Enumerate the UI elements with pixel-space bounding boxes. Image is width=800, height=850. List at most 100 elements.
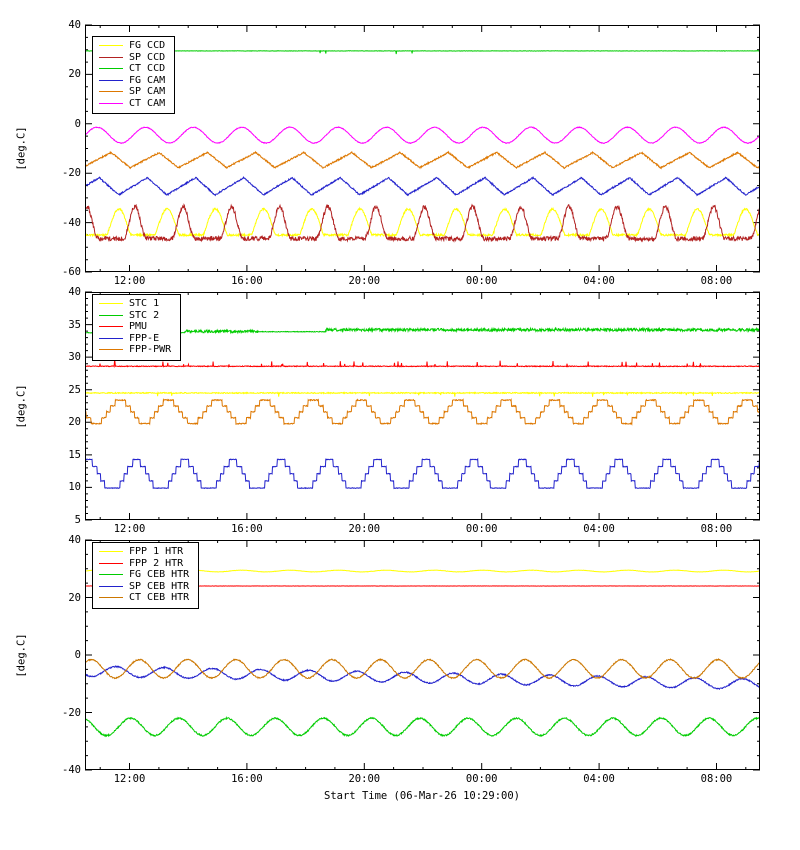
legend-label: CT CEB HTR: [129, 592, 190, 604]
y-tick-label: -20: [62, 167, 81, 180]
y-tick-label: 10: [68, 481, 81, 494]
legend-entry: FG CCD: [99, 40, 165, 52]
plot-svg-electronics: [85, 291, 760, 521]
legend-swatch: [99, 91, 123, 93]
series-fpp-pwr: [85, 397, 760, 426]
legend-label: SP CEB HTR: [129, 580, 190, 592]
legend-label: FPP-E: [129, 332, 160, 344]
legend-entry: PMU: [99, 321, 171, 333]
x-tick-label: 08:00: [700, 275, 733, 287]
legend-swatch: [99, 349, 123, 351]
y-axis-label-panel3: [deg.C]: [15, 633, 28, 678]
legend-entry: STC 1: [99, 298, 171, 310]
legend-swatch: [99, 597, 123, 599]
series-fg-ccd: [85, 206, 760, 238]
series-ct-ceb-htr: [85, 658, 760, 680]
legend-label: FG CAM: [129, 74, 166, 86]
legend-entry: SP CEB HTR: [99, 581, 189, 593]
x-tick-label: 20:00: [348, 773, 381, 785]
legend-entry: SP CAM: [99, 86, 165, 98]
y-tick-label: 0: [74, 117, 81, 130]
legend-swatch: [99, 79, 123, 81]
legend-entry: SP CCD: [99, 52, 165, 64]
series-stc-1: [85, 391, 760, 397]
x-tick-label: 20:00: [348, 275, 381, 287]
legend-entry: FPP-E: [99, 333, 171, 345]
series-sp-ccd: [85, 203, 760, 243]
legend-swatch: [99, 337, 123, 339]
y-axis-label-panel1: [deg.C]: [15, 126, 28, 171]
legend-label: FPP 1 HTR: [129, 546, 184, 558]
x-tick-label: 08:00: [700, 523, 733, 535]
x-tick-label: 08:00: [700, 773, 733, 785]
legend-swatch: [99, 574, 123, 576]
y-tick-label: 20: [68, 591, 81, 604]
y-tick-label: 5: [74, 514, 81, 526]
legend-heaters: FPP 1 HTR FPP 2 HTR FG CEB HTR SP CEB HTR CT…: [92, 542, 200, 609]
y-tick-label: 40: [68, 286, 81, 298]
legend-entry: FPP 1 HTR: [99, 546, 189, 558]
axis-ticks: [85, 539, 760, 771]
y-tick-label: 35: [68, 318, 81, 331]
y-axis-label-panel2: [deg.C]: [15, 384, 28, 429]
y-tick-label: -40: [62, 216, 81, 229]
legend-label: STC 2: [129, 309, 160, 321]
y-tick-label: 30: [68, 351, 81, 364]
legend-label: PMU: [129, 321, 148, 333]
legend-entry: FPP-PWR: [99, 344, 171, 356]
legend-swatch: [99, 68, 123, 70]
series-sp-cam: [85, 150, 760, 170]
legend-label: SP CCD: [129, 51, 166, 63]
legend-ccd-cam: FG CCD SP CCD CT CCD FG CAM SP CAM CT CAM: [92, 36, 176, 114]
legend-swatch: [99, 585, 123, 587]
y-tick-label: -40: [62, 764, 81, 776]
axes-frame: [85, 540, 760, 770]
legend-swatch: [99, 102, 123, 104]
panel-electronics-temperatures: STC 1 STC 2 PMU FPP-E FPP-PWR: [85, 291, 760, 521]
x-tick-label: 16:00: [231, 523, 263, 535]
series-fg-ceb-htr: [85, 715, 760, 738]
x-tick-label: 16:00: [231, 275, 263, 287]
legend-label: SP CAM: [129, 86, 166, 98]
x-tick-label: 00:00: [465, 523, 498, 535]
y-tick-label: 0: [74, 649, 81, 661]
y-tick-label: 40: [68, 534, 81, 546]
axes-frame: [85, 292, 760, 520]
legend-label: FG CCD: [129, 40, 166, 52]
series-fg-cam: [85, 175, 760, 197]
axis-ticks: [85, 24, 760, 273]
legend-entry: CT CEB HTR: [99, 592, 189, 604]
legend-swatch: [99, 326, 123, 328]
legend-label: STC 1: [129, 298, 160, 310]
y-tick-label: 20: [68, 68, 81, 81]
panel-heater-temperatures: FPP 1 HTR FPP 2 HTR FG CEB HTR SP CEB HTR CT…: [85, 539, 760, 771]
x-tick-label: 04:00: [583, 275, 615, 287]
x-tick-label: 04:00: [583, 773, 615, 785]
series-stc-2: [85, 326, 760, 335]
y-tick-label: 25: [68, 383, 81, 396]
series-fpp-e: [85, 457, 760, 490]
x-tick-label: 20:00: [348, 523, 381, 535]
x-tick-label: 04:00: [583, 523, 615, 535]
x-tick-label: 16:00: [231, 773, 263, 785]
legend-label: FG CEB HTR: [129, 569, 190, 581]
legend-entry: FPP 2 HTR: [99, 558, 189, 570]
legend-swatch: [99, 562, 123, 564]
plot-svg-ccd-cam: [85, 24, 760, 273]
series-ct-ccd: [85, 49, 760, 55]
legend-entry: CT CAM: [99, 98, 165, 110]
x-tick-label: 00:00: [465, 275, 498, 287]
legend-label: CT CAM: [129, 97, 166, 109]
x-axis-label: Start Time (06-Mar-26 10:29:00): [324, 790, 520, 802]
x-tick-label: 12:00: [113, 773, 146, 785]
axes-frame: [85, 25, 760, 272]
y-tick-label: 20: [68, 416, 81, 429]
series-pmu: [85, 360, 760, 369]
legend-label: FPP 2 HTR: [129, 557, 184, 569]
legend-swatch: [99, 551, 123, 553]
legend-electronics: STC 1 STC 2 PMU FPP-E FPP-PWR: [92, 294, 182, 361]
x-tick-label: 12:00: [113, 275, 146, 287]
legend-entry: FG CEB HTR: [99, 569, 189, 581]
legend-entry: CT CCD: [99, 63, 165, 75]
